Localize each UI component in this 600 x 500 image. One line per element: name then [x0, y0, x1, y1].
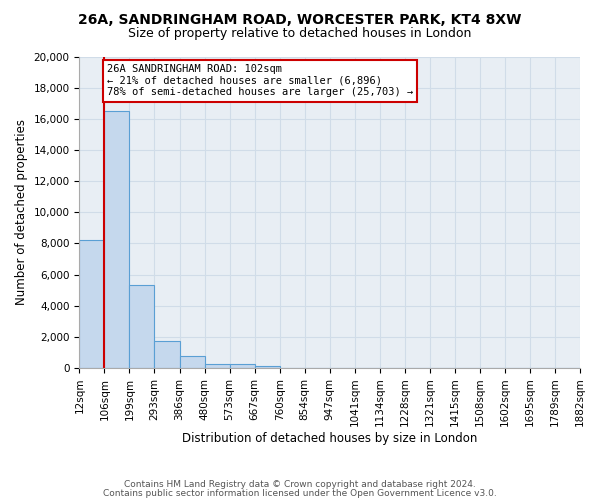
Bar	[205, 364, 230, 368]
Bar	[230, 364, 254, 368]
Bar	[130, 286, 154, 368]
Bar	[104, 111, 130, 368]
Bar	[79, 240, 104, 368]
Bar	[154, 340, 179, 368]
Text: Contains HM Land Registry data © Crown copyright and database right 2024.: Contains HM Land Registry data © Crown c…	[124, 480, 476, 489]
Text: Size of property relative to detached houses in London: Size of property relative to detached ho…	[128, 28, 472, 40]
Bar	[254, 366, 280, 368]
Y-axis label: Number of detached properties: Number of detached properties	[15, 119, 28, 305]
Text: 26A SANDRINGHAM ROAD: 102sqm
← 21% of detached houses are smaller (6,896)
78% of: 26A SANDRINGHAM ROAD: 102sqm ← 21% of de…	[107, 64, 413, 98]
X-axis label: Distribution of detached houses by size in London: Distribution of detached houses by size …	[182, 432, 478, 445]
Text: Contains public sector information licensed under the Open Government Licence v3: Contains public sector information licen…	[103, 488, 497, 498]
Text: 26A, SANDRINGHAM ROAD, WORCESTER PARK, KT4 8XW: 26A, SANDRINGHAM ROAD, WORCESTER PARK, K…	[79, 12, 521, 26]
Bar	[179, 356, 205, 368]
